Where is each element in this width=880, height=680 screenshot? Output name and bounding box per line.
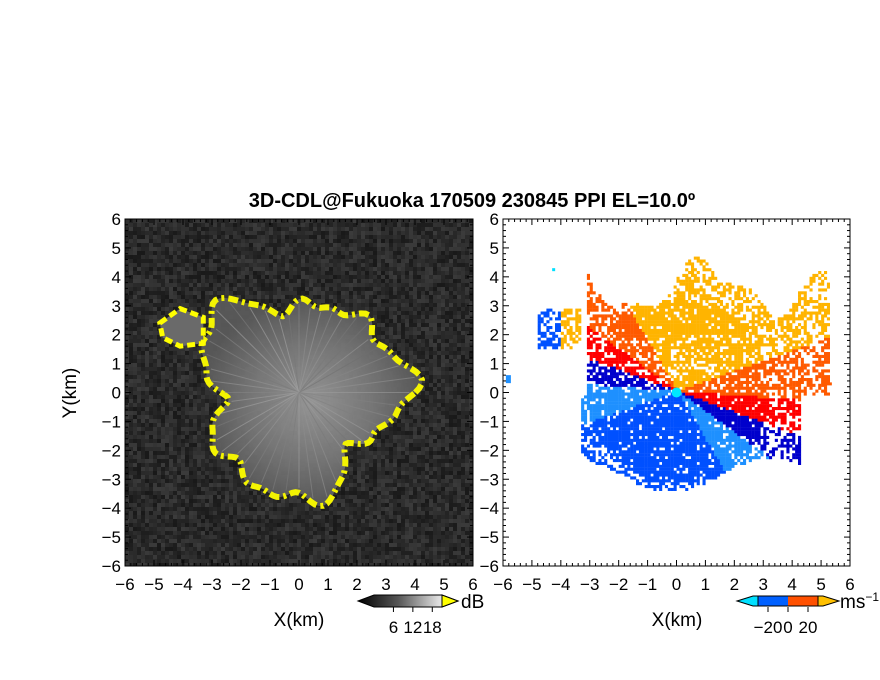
velocity-x-tick-label: 6 xyxy=(845,575,854,594)
snr-x-tick-label: 6 xyxy=(468,575,477,594)
snr-y-tick-label: 4 xyxy=(112,268,121,287)
snr-x-tick-label: −1 xyxy=(260,575,279,594)
velocity-x-tick-label: 4 xyxy=(787,575,796,594)
velocity-x-tick-label: 2 xyxy=(730,575,739,594)
velocity-y-tick-label: −5 xyxy=(480,528,499,547)
snr-x-tick-label: −4 xyxy=(173,575,192,594)
snr-axes: −6−6 −5 −5 −4 −4 −3 −3 −2 −2 −1 −1 0 0 1 1 2 2 3 3 4 4 5 5 6 6 xyxy=(102,210,478,594)
velocity-y-tick-label: −2 xyxy=(480,441,499,460)
snr-y-tick-label: −6 xyxy=(102,557,121,576)
snr-y-tick-label: −3 xyxy=(102,470,121,489)
snr-y-tick-label: 1 xyxy=(112,355,121,374)
snr-x-tick-label: 3 xyxy=(381,575,390,594)
snr-radial-streaks xyxy=(206,302,415,499)
velocity-y-tick-label: −6 xyxy=(480,557,499,576)
snr-x-tick-label: 5 xyxy=(439,575,448,594)
velocity-x-tick-label: 3 xyxy=(759,575,768,594)
snr-x-tick-label: −6 xyxy=(115,575,134,594)
velocity-x-tick-label: −6 xyxy=(493,575,512,594)
velocity-colorbar-max xyxy=(817,595,841,607)
snr-echo-lobe-west xyxy=(157,305,206,349)
velocity-x-axis-label: X(km) xyxy=(652,610,703,631)
velocity-x-tick-label: −3 xyxy=(580,575,599,594)
velocity-colorbar-positive xyxy=(788,596,818,606)
velocity-colorbar-tick: 20 xyxy=(799,618,818,637)
snr-y-tick-label: 5 xyxy=(112,239,121,258)
snr-y-tick-label: −5 xyxy=(102,528,121,547)
velocity-colorbar-tick: 0 xyxy=(783,618,792,637)
velocity-y-tick-label: 3 xyxy=(490,297,499,316)
snr-x-tick-label: 4 xyxy=(410,575,419,594)
velocity-x-tick-label: −4 xyxy=(551,575,570,594)
snr-y-axis-label: Y(km) xyxy=(60,368,81,419)
snr-colorbar: 6 12 18 dB xyxy=(356,592,484,637)
snr-colorbar-tick: 6 xyxy=(389,618,398,637)
velocity-y-tick-label: −3 xyxy=(480,470,499,489)
snr-x-axis-label: X(km) xyxy=(274,610,325,631)
snr-y-tick-label: 2 xyxy=(112,326,121,345)
velocity-x-tick-label: 5 xyxy=(816,575,825,594)
velocity-x-tick-label: 0 xyxy=(672,575,681,594)
snr-colorbar-tick: 12 xyxy=(403,618,422,637)
velocity-field xyxy=(505,256,832,491)
velocity-y-tick-label: 5 xyxy=(490,239,499,258)
velocity-y-tick-label: 6 xyxy=(490,210,499,229)
snr-x-tick-label: −2 xyxy=(231,575,250,594)
snr-y-tick-label: 6 xyxy=(112,210,121,229)
snr-x-tick-label: −3 xyxy=(202,575,221,594)
snr-y-tick-label: 0 xyxy=(112,384,121,403)
snr-y-tick-label: −2 xyxy=(102,441,121,460)
snr-x-tick-label: 0 xyxy=(294,575,303,594)
velocity-colorbar-unit: ms−1 xyxy=(840,590,879,613)
velocity-x-tick-label: −2 xyxy=(609,575,628,594)
velocity-y-tick-label: 2 xyxy=(490,326,499,345)
snr-colorbar-max xyxy=(441,594,460,608)
snr-colorbar-unit: dB xyxy=(461,592,484,613)
velocity-y-tick-label: 0 xyxy=(490,384,499,403)
velocity-colorbar-min xyxy=(735,595,759,607)
velocity-y-tick-label: −4 xyxy=(480,499,499,518)
snr-y-tick-label: −4 xyxy=(102,499,121,518)
snr-x-tick-label: 2 xyxy=(352,575,361,594)
chart-title: 3D-CDL@Fukuoka 170509 230845 PPI EL=10.0… xyxy=(249,190,695,212)
velocity-x-tick-label: −5 xyxy=(522,575,541,594)
snr-colorbar-tick: 18 xyxy=(423,618,442,637)
velocity-colorbar: −20 0 20 ms−1 xyxy=(735,590,879,637)
velocity-colorbar-tick: −20 xyxy=(754,618,783,637)
snr-y-tick-label: 3 xyxy=(112,297,121,316)
velocity-colorbar-negative xyxy=(758,596,788,606)
snr-y-tick-label: −1 xyxy=(102,412,121,431)
velocity-y-tick-label: 4 xyxy=(490,268,499,287)
snr-x-tick-label: −5 xyxy=(144,575,163,594)
velocity-y-tick-label: 1 xyxy=(490,355,499,374)
velocity-x-tick-label: 1 xyxy=(701,575,710,594)
velocity-y-tick-label: −1 xyxy=(480,412,499,431)
snr-x-tick-label: 1 xyxy=(323,575,332,594)
velocity-x-tick-label: −1 xyxy=(638,575,657,594)
